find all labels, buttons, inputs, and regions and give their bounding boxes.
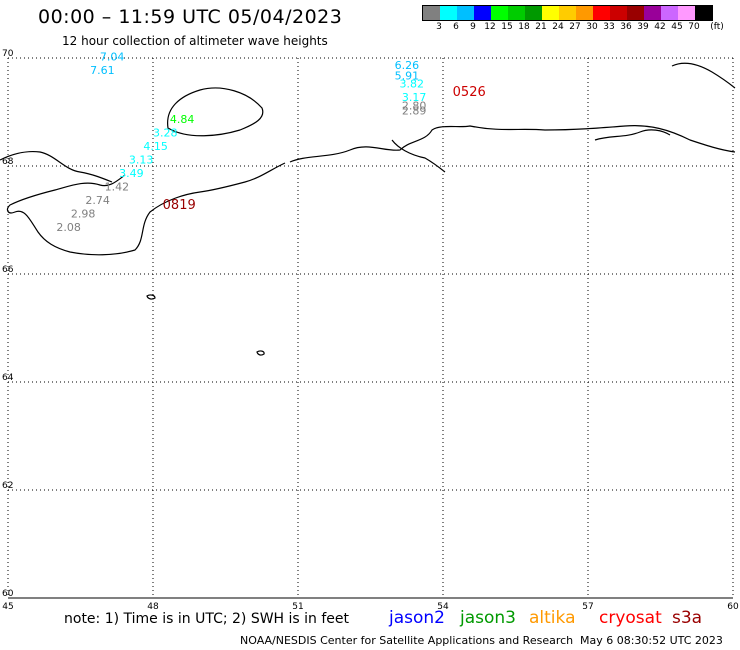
wave-height-label: 3.17 <box>402 91 427 104</box>
wave-height-label: 6.26 <box>395 59 420 72</box>
wave-height-label: 4.15 <box>143 140 168 153</box>
colorbar-tick-label: 15 <box>501 22 513 32</box>
sat-s3a: s3a <box>672 608 703 628</box>
map-title: 00:00 – 11:59 UTC 05/04/2023 <box>38 6 343 28</box>
islet-2 <box>256 350 265 356</box>
mainland-coast-north <box>289 125 736 163</box>
sat-jason2: jason2 <box>389 608 445 628</box>
colorbar-tick-label: 39 <box>637 22 649 32</box>
wave-height-label: 7.04 <box>100 51 125 64</box>
pechora-delta <box>391 139 446 173</box>
colorbar-labels: 3 6 9 12 15 18 21 24 27 30 33 36 39 42 45 70 (ft) <box>422 22 740 34</box>
mainland-coast-mid <box>6 162 286 256</box>
wave-height-label: 4.84 <box>170 113 195 126</box>
wave-height-label: 2.08 <box>56 221 80 234</box>
colorbar-swatch <box>627 6 644 20</box>
colorbar-swatch <box>661 6 678 20</box>
kolguev-island <box>167 87 264 137</box>
pass-time-label: 0819 <box>163 198 196 213</box>
pass-time-label: 0526 <box>453 85 486 100</box>
longitude-label: 51 <box>292 602 303 612</box>
colorbar-tick-label: 18 <box>518 22 530 32</box>
colorbar-swatch <box>508 6 525 20</box>
vaigach-island <box>594 129 671 141</box>
map-subtitle: 12 hour collection of altimeter wave hei… <box>62 34 328 48</box>
colorbar-legend <box>422 5 713 21</box>
longitude-label: 57 <box>582 602 593 612</box>
sat-jason3: jason3 <box>460 608 516 628</box>
generation-timestamp: May 6 08:30:52 UTC 2023 <box>580 634 723 647</box>
wave-height-label: 5.91 <box>395 70 420 83</box>
latitude-label: 64 <box>2 373 14 383</box>
colorbar-swatch <box>542 6 559 20</box>
coastline <box>0 62 736 356</box>
colorbar-swatch <box>559 6 576 20</box>
colorbar-swatch <box>423 6 440 20</box>
sat-cryosat: cryosat <box>599 608 662 628</box>
wave-height-label: 1.42 <box>105 180 129 193</box>
colorbar-tick-label: 33 <box>603 22 615 32</box>
novaya-zemlya <box>671 62 736 89</box>
colorbar-swatch <box>695 6 712 20</box>
colorbar-tick-label: 27 <box>569 22 581 32</box>
colorbar-unit: (ft) <box>710 22 724 32</box>
wave-height-label: 7.61 <box>90 64 115 77</box>
latitude-label: 60 <box>2 589 14 599</box>
colorbar-tick-label: 9 <box>470 22 476 32</box>
colorbar-swatch <box>440 6 457 20</box>
colorbar-tick-label: 21 <box>535 22 547 32</box>
longitude-label: 54 <box>437 602 449 612</box>
colorbar-tick-label: 42 <box>654 22 666 32</box>
colorbar-swatch <box>593 6 610 20</box>
colorbar-swatch <box>525 6 542 20</box>
wave-height-label: 2.80 <box>402 99 427 112</box>
kanin-peninsula <box>0 150 113 183</box>
wave-height-label: 3.28 <box>153 126 178 139</box>
longitude-label: 48 <box>147 602 159 612</box>
colorbar-swatch <box>474 6 491 20</box>
wave-height-label: 3.49 <box>119 167 143 180</box>
islet-1 <box>146 294 156 300</box>
colorbar-tick-label: 3 <box>436 22 442 32</box>
colorbar-swatch <box>576 6 593 20</box>
colorbar-tick-label: 12 <box>484 22 496 32</box>
latitude-label: 68 <box>2 157 14 167</box>
latitude-label: 70 <box>2 49 14 59</box>
latitude-label: 66 <box>2 265 14 275</box>
credit-line: NOAA/NESDIS Center for Satellite Applica… <box>240 634 574 647</box>
colorbar-tick-label: 30 <box>586 22 598 32</box>
footer-note: note: 1) Time is in UTC; 2) SWH is in fe… <box>64 611 350 627</box>
map-annotations: 7.047.61 6.265.913.823.172.802.89 4.843.28… <box>56 51 485 234</box>
colorbar-tick-label: 36 <box>620 22 632 32</box>
latitude-label: 62 <box>2 481 13 491</box>
longitude-label: 45 <box>2 602 13 612</box>
wave-height-label: 3.13 <box>129 153 154 166</box>
colorbar-swatch <box>491 6 508 20</box>
colorbar-swatch <box>678 6 695 20</box>
longitude-label: 60 <box>727 602 739 612</box>
colorbar-tick-label: 6 <box>453 22 459 32</box>
colorbar-tick-label: 70 <box>688 22 700 32</box>
wave-height-label: 3.82 <box>400 78 425 91</box>
sat-altika: altika <box>529 608 576 628</box>
wave-height-label: 2.89 <box>402 105 427 118</box>
colorbar-swatch <box>610 6 627 20</box>
wave-height-label: 2.98 <box>71 207 96 220</box>
colorbar-swatch <box>644 6 661 20</box>
wave-height-label: 2.74 <box>85 194 110 207</box>
colorbar-swatch <box>457 6 474 20</box>
colorbar-tick-label: 24 <box>552 22 564 32</box>
colorbar-tick-label: 45 <box>671 22 683 32</box>
lat-lon-grid: 60 62 64 66 68 70 45 48 51 54 57 60 <box>2 49 739 612</box>
